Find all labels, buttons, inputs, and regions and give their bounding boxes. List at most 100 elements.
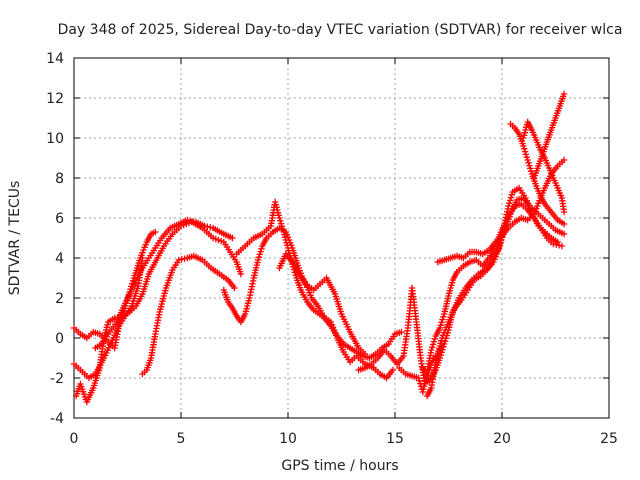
series-track-h	[276, 250, 405, 362]
data-point	[506, 197, 514, 204]
data-point	[527, 165, 534, 172]
data-point	[560, 90, 568, 98]
data-point	[560, 230, 568, 238]
data-point	[554, 238, 561, 246]
data-point	[431, 335, 439, 342]
y-tick-label: -2	[50, 371, 64, 387]
data-point	[276, 214, 283, 222]
x-axis-label: GPS time / hours	[281, 458, 398, 474]
data-point	[441, 340, 448, 348]
data-point	[522, 151, 530, 158]
data-point	[207, 224, 214, 231]
data-point	[521, 145, 528, 152]
series-track-p	[530, 90, 568, 182]
data-point	[187, 217, 194, 224]
data-point	[237, 270, 245, 278]
data-point	[415, 374, 422, 382]
data-point	[438, 349, 445, 356]
series-track-m	[434, 156, 568, 266]
data-point	[184, 216, 191, 224]
series-track-i	[355, 284, 446, 388]
y-tick-label: 0	[55, 331, 64, 347]
x-tick-label: 20	[493, 431, 511, 447]
data-point	[231, 284, 238, 292]
data-point	[430, 338, 438, 345]
data-point	[505, 202, 512, 210]
data-point	[520, 142, 527, 150]
data-point	[255, 254, 263, 261]
data-point	[277, 220, 285, 227]
data-point	[277, 217, 284, 224]
data-point	[527, 168, 535, 175]
y-tick-label: 8	[55, 171, 64, 187]
x-tick-label: 15	[386, 431, 404, 447]
data-point	[560, 208, 568, 216]
data-point	[429, 341, 437, 348]
data-point	[438, 319, 445, 326]
series-track-f	[220, 224, 369, 358]
y-tick-label: 4	[55, 251, 64, 267]
data-point	[560, 220, 568, 228]
data-point	[229, 234, 236, 242]
x-axis-ticks: 0 5 10 15 20 25	[70, 58, 618, 447]
data-point	[440, 313, 447, 320]
data-point	[555, 242, 563, 249]
y-axis-label: SDTVAR / TECUs	[7, 181, 23, 296]
y-tick-label: 6	[55, 211, 64, 227]
data-point	[256, 251, 263, 258]
data-point	[279, 226, 287, 233]
data-point	[436, 354, 444, 362]
y-tick-label: 12	[46, 91, 64, 107]
data-point	[398, 328, 405, 336]
data-point	[524, 156, 531, 164]
data-point	[525, 159, 532, 166]
plot-frame	[73, 57, 610, 419]
data-point	[292, 272, 299, 279]
data-point	[506, 200, 513, 207]
y-axis-ticks: -4 -2 0 2 4 6 8 10 12 14	[46, 51, 609, 427]
y-tick-label: -4	[50, 411, 64, 427]
data-point	[258, 245, 265, 252]
x-tick-label: 0	[70, 431, 79, 447]
series-track-d	[92, 216, 236, 352]
data-point	[201, 222, 208, 230]
data-point	[437, 322, 444, 329]
data-point	[440, 343, 447, 350]
data-point	[526, 162, 533, 169]
x-tick-label: 5	[177, 431, 186, 447]
data-point	[428, 346, 435, 354]
x-tick-label: 25	[600, 431, 618, 447]
y-tick-label: 10	[46, 131, 64, 147]
data-point	[181, 255, 188, 262]
data-point	[257, 248, 264, 255]
data-point	[111, 314, 118, 322]
data-point	[389, 366, 397, 374]
data-point	[439, 316, 446, 323]
data-point	[508, 191, 516, 198]
data-point	[523, 154, 531, 161]
data-point	[204, 223, 211, 230]
data-point	[429, 344, 436, 351]
data-point	[189, 218, 197, 225]
data-point	[560, 156, 568, 164]
data-point	[152, 228, 159, 236]
data-point	[437, 352, 444, 359]
y-tick-label: 14	[46, 51, 64, 67]
data-point	[507, 194, 515, 201]
data-point	[558, 242, 566, 250]
data-point	[439, 346, 446, 353]
series-track-n	[507, 120, 568, 228]
chart-title: Day 348 of 2025, Sidereal Day-to-day VTE…	[58, 22, 623, 38]
series-track-e	[139, 252, 238, 378]
data-point	[278, 223, 286, 230]
data-point	[436, 324, 444, 332]
x-tick-label: 10	[279, 431, 297, 447]
data-point	[521, 148, 529, 155]
data-point	[254, 256, 262, 264]
y-tick-label: 2	[55, 291, 64, 307]
data-point	[178, 256, 185, 263]
data-point	[139, 254, 146, 262]
data-markers	[70, 90, 568, 406]
